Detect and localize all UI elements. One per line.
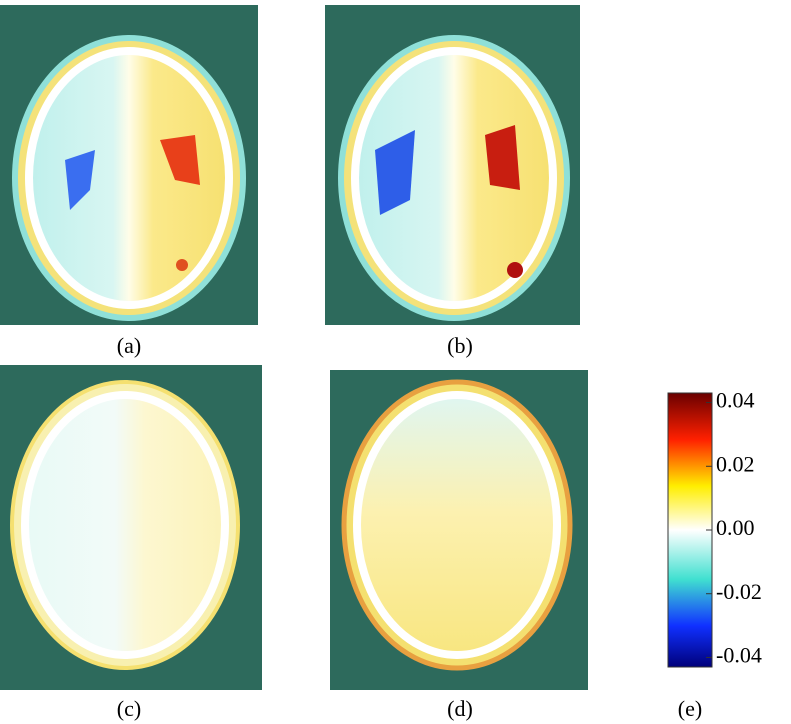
tick-label: -0.04 [716, 642, 762, 667]
tick-label: 0.04 [716, 388, 755, 413]
colorbar [667, 392, 713, 668]
panel-d [330, 370, 588, 690]
panel-a [0, 5, 258, 325]
panel-label: (e) [678, 696, 702, 721]
panel-label: (b) [447, 333, 473, 358]
panel-b [325, 5, 580, 325]
panel-c [0, 365, 262, 690]
panel-label: (c) [117, 696, 141, 721]
tick-label: 0.02 [716, 451, 755, 476]
tick-label: 0.00 [716, 515, 755, 540]
tick-label: -0.02 [716, 579, 762, 604]
panel-label: (d) [447, 696, 473, 721]
panel-label: (a) [117, 333, 141, 358]
